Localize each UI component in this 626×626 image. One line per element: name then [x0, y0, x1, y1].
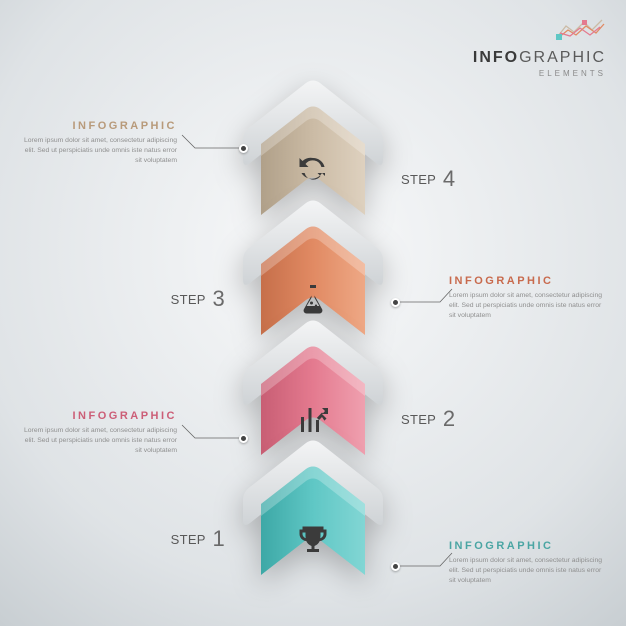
callout-1: INFOGRAPHIC Lorem ipsum dolor sit amet, … — [22, 120, 177, 166]
connector-dot-3 — [239, 434, 248, 443]
callout-3: INFOGRAPHIC Lorem ipsum dolor sit amet, … — [22, 410, 177, 456]
connector-line-2 — [395, 289, 452, 302]
step-label-4: STEP 4 — [401, 166, 455, 192]
trophy-icon — [295, 522, 331, 558]
header-logo: INFOGRAPHIC ELEMENTS — [473, 18, 606, 78]
step-word: STEP — [171, 292, 206, 307]
connector-dot-4 — [391, 562, 400, 571]
step-number: 3 — [212, 286, 225, 311]
callout-title: INFOGRAPHIC — [449, 540, 604, 552]
callout-2: INFOGRAPHIC Lorem ipsum dolor sit amet, … — [449, 275, 604, 321]
logo-mark-icon — [556, 18, 606, 40]
callout-title: INFOGRAPHIC — [449, 275, 604, 287]
callout-body: Lorem ipsum dolor sit amet, consectetur … — [22, 136, 177, 166]
callout-4: INFOGRAPHIC Lorem ipsum dolor sit amet, … — [449, 540, 604, 586]
chevron-stack — [233, 60, 393, 580]
connector-line-4 — [395, 553, 452, 566]
refresh-icon — [295, 152, 331, 188]
connector-dot-1 — [239, 144, 248, 153]
callout-body: Lorem ipsum dolor sit amet, consectetur … — [449, 291, 604, 321]
step-word: STEP — [171, 532, 206, 547]
step-number: 1 — [212, 526, 225, 551]
header-title: INFOGRAPHIC — [473, 49, 606, 67]
step-word: STEP — [401, 172, 436, 187]
header-title-bold: INFO — [473, 49, 519, 66]
step-number: 4 — [443, 166, 456, 191]
step-word: STEP — [401, 412, 436, 427]
chevron-step-1 — [233, 430, 393, 580]
connector-dot-2 — [391, 298, 400, 307]
step-label-1: STEP 1 — [171, 526, 225, 552]
callout-body: Lorem ipsum dolor sit amet, consectetur … — [449, 556, 604, 586]
header-title-light: GRAPHIC — [519, 49, 606, 66]
step-number: 2 — [443, 406, 456, 431]
header-subtitle: ELEMENTS — [473, 69, 606, 78]
step-label-3: STEP 3 — [171, 286, 225, 312]
callout-body: Lorem ipsum dolor sit amet, consectetur … — [22, 426, 177, 456]
step-label-2: STEP 2 — [401, 406, 455, 432]
callout-title: INFOGRAPHIC — [22, 120, 177, 132]
callout-title: INFOGRAPHIC — [22, 410, 177, 422]
